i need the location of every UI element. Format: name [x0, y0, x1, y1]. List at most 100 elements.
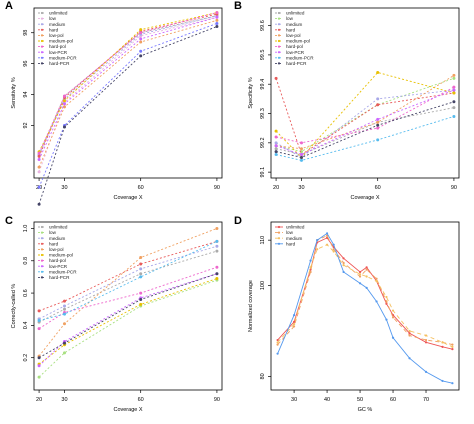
data-point [274, 150, 278, 154]
y-tick-label: 99.5 [260, 50, 266, 61]
series-line [38, 278, 218, 365]
series-line [38, 19, 218, 168]
legend-label: medium [286, 236, 303, 241]
data-point [391, 336, 395, 339]
data-point [408, 334, 411, 337]
y-tick-label: 98 [23, 30, 29, 36]
data-point [385, 318, 388, 321]
legend-label: medium-PCR [286, 55, 314, 60]
series-line [38, 240, 218, 321]
legend-marker [40, 34, 44, 37]
data-point [376, 117, 380, 121]
data-point [452, 85, 456, 89]
data-point [215, 15, 219, 19]
data-point [358, 270, 362, 274]
y-tick-label: 0.2 [23, 354, 29, 362]
data-point [299, 153, 303, 157]
series-line [38, 12, 218, 152]
x-tick-label: 70 [423, 397, 429, 403]
data-point [424, 338, 428, 342]
data-point [365, 275, 368, 278]
legend-label: medium-PCR [49, 269, 77, 274]
series-line [275, 89, 455, 156]
x-tick-label: 30 [61, 397, 67, 403]
data-point [424, 370, 428, 373]
data-point [215, 18, 219, 22]
data-point [37, 170, 41, 174]
chart-panel-b: 20 30 60 90 99.1 99.2 99.3 99.4 99.5 99.6 Coverage… [248, 7, 460, 201]
data-point [274, 144, 278, 148]
series-line [275, 77, 455, 153]
legend-marker [277, 51, 281, 54]
data-point [309, 270, 312, 274]
x-tick-label: 20 [273, 185, 279, 191]
panel-c-letter: C [5, 215, 13, 227]
data-point [139, 275, 143, 279]
legend-marker [40, 51, 44, 54]
data-point [215, 226, 219, 230]
y-tick-label: 110 [260, 236, 266, 245]
legend-marker [40, 253, 44, 257]
series-line [38, 250, 218, 323]
data-point [62, 94, 66, 98]
data-point [62, 99, 66, 103]
data-point [441, 341, 444, 344]
data-point [325, 243, 329, 246]
legend-marker [40, 237, 44, 240]
data-point [441, 379, 444, 383]
legend-marker [40, 270, 44, 273]
legend-marker [40, 276, 44, 279]
data-point [62, 304, 66, 308]
data-point [299, 147, 303, 151]
legend-marker [277, 62, 281, 65]
legend-marker [40, 259, 44, 262]
legend-label: low [286, 230, 294, 235]
legend-label: unlimited [49, 11, 68, 16]
data-point [342, 261, 345, 264]
y-tick-label: 94 [23, 91, 29, 97]
legend-marker [277, 242, 281, 245]
data-point [62, 102, 66, 106]
legend-label: unlimited [286, 225, 305, 230]
series-line [275, 107, 455, 156]
legend-marker [40, 45, 44, 48]
data-point [316, 248, 319, 251]
data-point [365, 266, 368, 269]
data-point [299, 155, 303, 159]
legend-label: hard-PCR [49, 61, 70, 66]
data-point [452, 114, 456, 118]
data-point [292, 320, 296, 323]
legend-label: hard [49, 27, 59, 32]
legend-label: medium-pol [49, 39, 73, 44]
series-line [38, 228, 218, 357]
data-point [376, 103, 380, 107]
data-point [309, 259, 312, 262]
data-point [62, 312, 66, 316]
y-tick-label: 92 [23, 122, 29, 128]
series-line [38, 13, 218, 157]
y-tick-label: 0.6 [23, 289, 29, 297]
legend-label: hard-PCR [286, 61, 307, 66]
data-point [385, 300, 388, 303]
legend-marker [40, 28, 44, 31]
data-point [441, 345, 444, 348]
data-point [37, 151, 41, 155]
series-line [275, 78, 454, 156]
y-tick-label: 100 [260, 281, 266, 290]
legend-marker [277, 225, 281, 229]
data-point [452, 106, 456, 110]
x-axis-title: Coverage X [113, 195, 142, 201]
series-line [277, 232, 453, 384]
data-point [139, 267, 143, 271]
data-point [408, 357, 411, 360]
data-point [62, 125, 66, 129]
legend-label: hard-pol [286, 44, 303, 49]
legend-marker [40, 56, 44, 59]
data-point [342, 257, 345, 260]
legend-label: medium [286, 22, 303, 27]
x-tick-label: 60 [390, 397, 396, 403]
x-axis-title: Coverage X [350, 195, 379, 201]
y-tick-label: 1.0 [23, 225, 29, 233]
